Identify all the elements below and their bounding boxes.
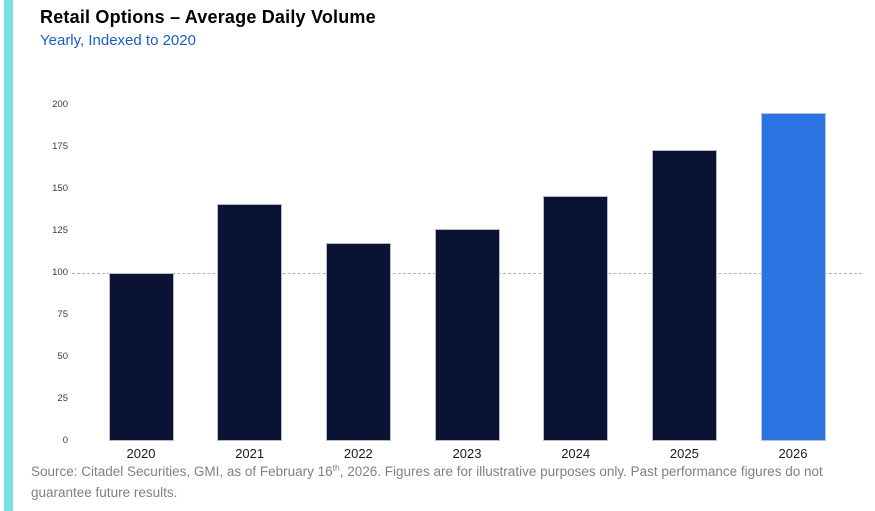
y-tick-label: 175 <box>52 141 68 152</box>
bar-2026 <box>760 113 826 441</box>
bar-2022 <box>325 242 391 441</box>
x-tick-label: 2023 <box>452 446 482 461</box>
bar-2023 <box>434 229 500 441</box>
y-tick-label: 0 <box>62 435 68 446</box>
chart-subtitle: Yearly, Indexed to 2020 <box>40 32 196 49</box>
y-tick-label: 125 <box>52 225 68 236</box>
y-tick-label: 200 <box>52 99 68 110</box>
source-text-continued: , 2026. Figures are for illustrative pur… <box>31 464 823 500</box>
y-tick-label: 75 <box>57 309 68 320</box>
x-tick-label: 2021 <box>235 446 265 461</box>
accent-stripe <box>4 0 13 511</box>
source-note: Source: Citadel Securities, GMI, as of F… <box>31 461 837 503</box>
chart-title: Retail Options – Average Daily Volume <box>40 7 376 27</box>
bar-2021 <box>217 204 283 441</box>
y-tick-label: 150 <box>52 183 68 194</box>
source-superscript: th <box>332 462 340 473</box>
x-tick-label: 2020 <box>126 446 156 461</box>
x-tick-label: 2026 <box>778 446 808 461</box>
y-tick-label: 25 <box>57 393 68 404</box>
x-tick-label: 2024 <box>561 446 591 461</box>
bar-chart: 0 25 50 75 100 125 150 175 200 2020 2021 2022 2023 20… <box>0 88 875 463</box>
bar-2020 <box>108 273 174 441</box>
y-tick-label: 50 <box>57 351 68 362</box>
source-text: Source: Citadel Securities, GMI, as of F… <box>31 464 333 479</box>
x-tick-label: 2025 <box>669 446 699 461</box>
bar-2024 <box>543 195 609 441</box>
x-tick-label: 2022 <box>343 446 373 461</box>
y-tick-label: 100 <box>52 267 68 278</box>
bar-2025 <box>651 150 717 441</box>
